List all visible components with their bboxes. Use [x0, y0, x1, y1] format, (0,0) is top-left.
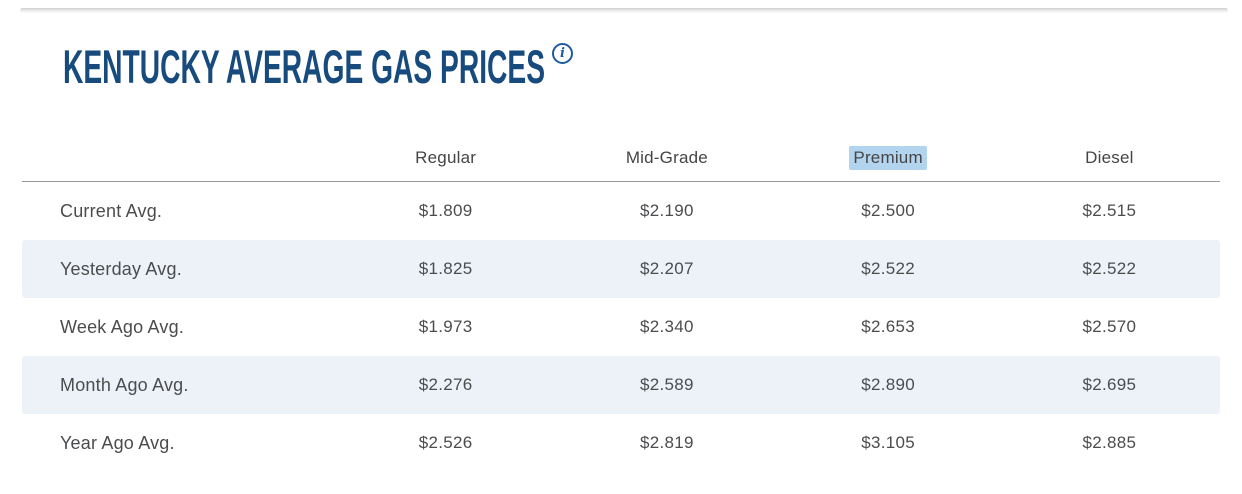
gas-price-table: Regular Mid-Grade Premium Diesel Current…: [22, 134, 1220, 472]
price-cell: $2.207: [639, 259, 694, 278]
row-label: Current Avg.: [60, 200, 163, 221]
page-title-text: KENTUCKY AVERAGE GAS PRICES: [63, 42, 545, 93]
info-icon[interactable]: i: [552, 43, 573, 64]
price-cell: $2.885: [1082, 433, 1137, 452]
column-header-midgrade: Mid-Grade: [625, 147, 708, 167]
row-label: Year Ago Avg.: [60, 432, 175, 453]
price-cell: $1.973: [418, 317, 473, 336]
table-header-row: Regular Mid-Grade Premium Diesel: [22, 134, 1220, 182]
top-divider: [20, 8, 1228, 13]
price-cell: $2.653: [861, 317, 916, 336]
selected-text-highlight: Premium: [849, 145, 927, 170]
price-cell: $2.522: [1082, 259, 1137, 278]
page-title: KENTUCKY AVERAGE GAS PRICES: [63, 40, 545, 93]
column-header-premium: Premium: [778, 145, 999, 170]
price-cell: $2.522: [861, 259, 916, 278]
price-cell: $2.570: [1082, 317, 1137, 336]
price-cell: $2.515: [1082, 201, 1137, 220]
price-cell: $1.809: [418, 201, 473, 220]
price-cell: $2.190: [639, 201, 694, 220]
table-row-year-ago-avg: Year Ago Avg. $2.526 $2.819 $3.105 $2.88…: [22, 414, 1220, 472]
row-label: Week Ago Avg.: [60, 316, 185, 337]
column-header-diesel: Diesel: [1085, 147, 1134, 167]
price-cell: $1.825: [418, 259, 473, 278]
price-cell: $2.340: [639, 317, 694, 336]
table-row-current-avg: Current Avg. $1.809 $2.190 $2.500 $2.515: [22, 182, 1220, 240]
table-row-month-ago-avg: Month Ago Avg. $2.276 $2.589 $2.890 $2.6…: [22, 356, 1220, 414]
price-cell: $2.500: [861, 201, 916, 220]
column-header-regular: Regular: [415, 147, 477, 167]
row-label: Month Ago Avg.: [60, 374, 189, 395]
title-row: KENTUCKY AVERAGE GAS PRICES i: [63, 40, 603, 96]
price-cell: $2.695: [1082, 375, 1137, 394]
table-row-week-ago-avg: Week Ago Avg. $1.973 $2.340 $2.653 $2.57…: [22, 298, 1220, 356]
price-cell: $2.819: [639, 433, 694, 452]
info-icon-glyph: i: [560, 46, 565, 61]
price-cell: $2.276: [418, 375, 473, 394]
price-cell: $2.589: [639, 375, 694, 394]
price-cell: $2.526: [418, 433, 473, 452]
table-row-yesterday-avg: Yesterday Avg. $1.825 $2.207 $2.522 $2.5…: [22, 240, 1220, 298]
price-cell: $3.105: [861, 433, 916, 452]
row-label: Yesterday Avg.: [60, 258, 182, 279]
price-cell: $2.890: [861, 375, 916, 394]
